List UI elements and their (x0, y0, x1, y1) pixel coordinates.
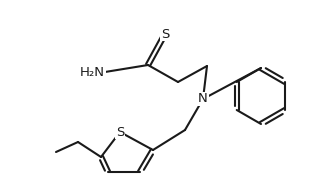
Text: H₂N: H₂N (80, 66, 105, 78)
Text: S: S (161, 27, 169, 41)
Text: N: N (198, 92, 208, 106)
Text: S: S (116, 126, 124, 139)
